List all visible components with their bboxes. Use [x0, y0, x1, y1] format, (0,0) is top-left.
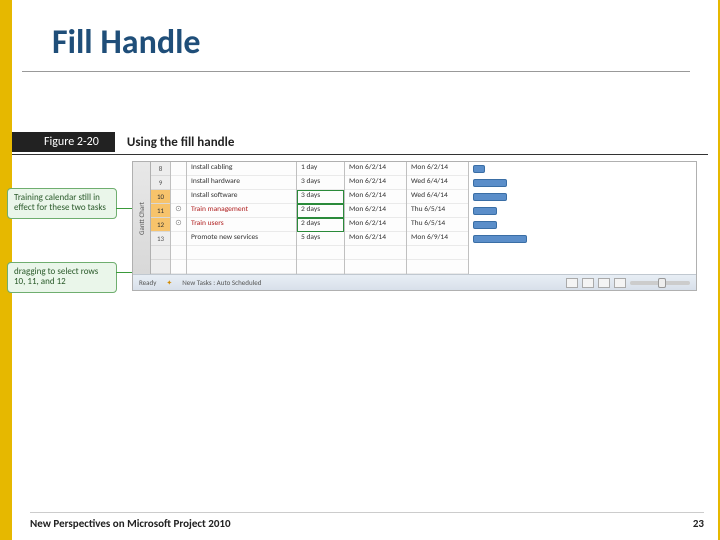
start-cell[interactable]: Mon 6/2/14	[345, 190, 406, 204]
view-icon[interactable]	[598, 278, 610, 288]
figure-number-tab: Figure 2-20	[12, 132, 115, 152]
empty-cell	[297, 246, 344, 260]
figure-caption: Using the fill handle	[115, 135, 235, 150]
figure-header: Figure 2-20 Using the fill handle	[12, 132, 708, 152]
indicator-column: ⊙⊙	[171, 162, 187, 274]
status-right-controls	[566, 278, 690, 288]
task-name-cell[interactable]: Train users	[187, 218, 296, 232]
new-tasks-icon: ✦	[166, 278, 172, 287]
row-number[interactable]: 8	[151, 162, 170, 176]
indicator-cell	[171, 162, 186, 176]
start-cell[interactable]: Mon 6/2/14	[345, 176, 406, 190]
project-window: Gantt Chart 8910111213 ⊙⊙ Install cablin…	[132, 161, 697, 291]
start-cell[interactable]: Mon 6/2/14	[345, 204, 406, 218]
row-number[interactable]: 11	[151, 204, 170, 218]
indicator-cell	[171, 190, 186, 204]
row-number[interactable]: 9	[151, 176, 170, 190]
duration-cell[interactable]: 1 day	[297, 162, 344, 176]
page-title: Fill Handle	[22, 0, 690, 72]
footer-text: New Perspectives on Microsoft Project 20…	[30, 517, 231, 530]
project-grid: Gantt Chart 8910111213 ⊙⊙ Install cablin…	[133, 162, 696, 274]
empty-cell	[407, 246, 468, 260]
empty-cell	[151, 246, 170, 260]
gantt-bar[interactable]	[473, 235, 527, 243]
gantt-chart-tab[interactable]: Gantt Chart	[133, 162, 151, 274]
empty-cell	[345, 260, 406, 274]
finish-cell[interactable]: Thu 6/5/14	[407, 204, 468, 218]
empty-cell	[407, 260, 468, 274]
task-name-cell[interactable]: Promote new services	[187, 232, 296, 246]
start-cell[interactable]: Mon 6/2/14	[345, 232, 406, 246]
empty-cell	[187, 246, 296, 260]
duration-cell[interactable]: 5 days	[297, 232, 344, 246]
zoom-slider[interactable]	[630, 281, 690, 285]
view-icon[interactable]	[614, 278, 626, 288]
empty-cell	[171, 246, 186, 260]
row-number-column: 8910111213	[151, 162, 171, 274]
gantt-chart-area	[469, 162, 696, 274]
gantt-bar[interactable]	[473, 193, 507, 201]
duration-cell[interactable]: 3 days	[297, 190, 344, 204]
finish-cell[interactable]: Wed 6/4/14	[407, 190, 468, 204]
view-icon[interactable]	[582, 278, 594, 288]
indicator-cell: ⊙	[171, 204, 186, 218]
task-name-cell[interactable]: Install cabling	[187, 162, 296, 176]
page-number: 23	[693, 517, 704, 530]
status-tasks-mode: New Tasks : Auto Scheduled	[182, 278, 261, 287]
gantt-bar[interactable]	[473, 207, 497, 215]
start-cell[interactable]: Mon 6/2/14	[345, 218, 406, 232]
start-cell[interactable]: Mon 6/2/14	[345, 162, 406, 176]
gantt-bar[interactable]	[473, 179, 507, 187]
callout-dragging: dragging to select rows 10, 11, and 12	[7, 262, 117, 293]
duration-column: 1 day3 days3 days2 days2 days5 days	[297, 162, 345, 274]
empty-cell	[297, 260, 344, 274]
empty-cell	[187, 260, 296, 274]
gantt-bar[interactable]	[473, 221, 497, 229]
empty-cell	[151, 260, 170, 274]
duration-cell[interactable]: 2 days	[297, 218, 344, 232]
empty-cell	[171, 260, 186, 274]
start-column: Mon 6/2/14Mon 6/2/14Mon 6/2/14Mon 6/2/14…	[345, 162, 407, 274]
empty-cell	[345, 246, 406, 260]
task-name-cell[interactable]: Install software	[187, 190, 296, 204]
figure-area: Figure 2-20 Using the fill handle Traini…	[12, 132, 708, 291]
task-name-cell[interactable]: Train management	[187, 204, 296, 218]
view-icon[interactable]	[566, 278, 578, 288]
finish-column: Mon 6/2/14Wed 6/4/14Wed 6/4/14Thu 6/5/14…	[407, 162, 469, 274]
row-number[interactable]: 12	[151, 218, 170, 232]
finish-cell[interactable]: Mon 6/9/14	[407, 232, 468, 246]
gantt-bar[interactable]	[473, 165, 485, 173]
status-bar: Ready ✦ New Tasks : Auto Scheduled	[133, 274, 696, 290]
row-number[interactable]: 13	[151, 232, 170, 246]
finish-cell[interactable]: Mon 6/2/14	[407, 162, 468, 176]
indicator-cell	[171, 232, 186, 246]
duration-cell[interactable]: 3 days	[297, 176, 344, 190]
finish-cell[interactable]: Wed 6/4/14	[407, 176, 468, 190]
slide-footer: New Perspectives on Microsoft Project 20…	[30, 512, 704, 530]
task-name-cell[interactable]: Install hardware	[187, 176, 296, 190]
gantt-tab-label: Gantt Chart	[137, 202, 146, 235]
callout-training: Training calendar still in effect for th…	[7, 188, 117, 219]
indicator-cell: ⊙	[171, 218, 186, 232]
indicator-cell	[171, 176, 186, 190]
figure-underline	[12, 154, 708, 155]
task-name-column: Install cablingInstall hardwareInstall s…	[187, 162, 297, 274]
status-ready: Ready	[139, 278, 156, 287]
finish-cell[interactable]: Thu 6/5/14	[407, 218, 468, 232]
duration-cell[interactable]: 2 days	[297, 204, 344, 218]
row-number[interactable]: 10	[151, 190, 170, 204]
